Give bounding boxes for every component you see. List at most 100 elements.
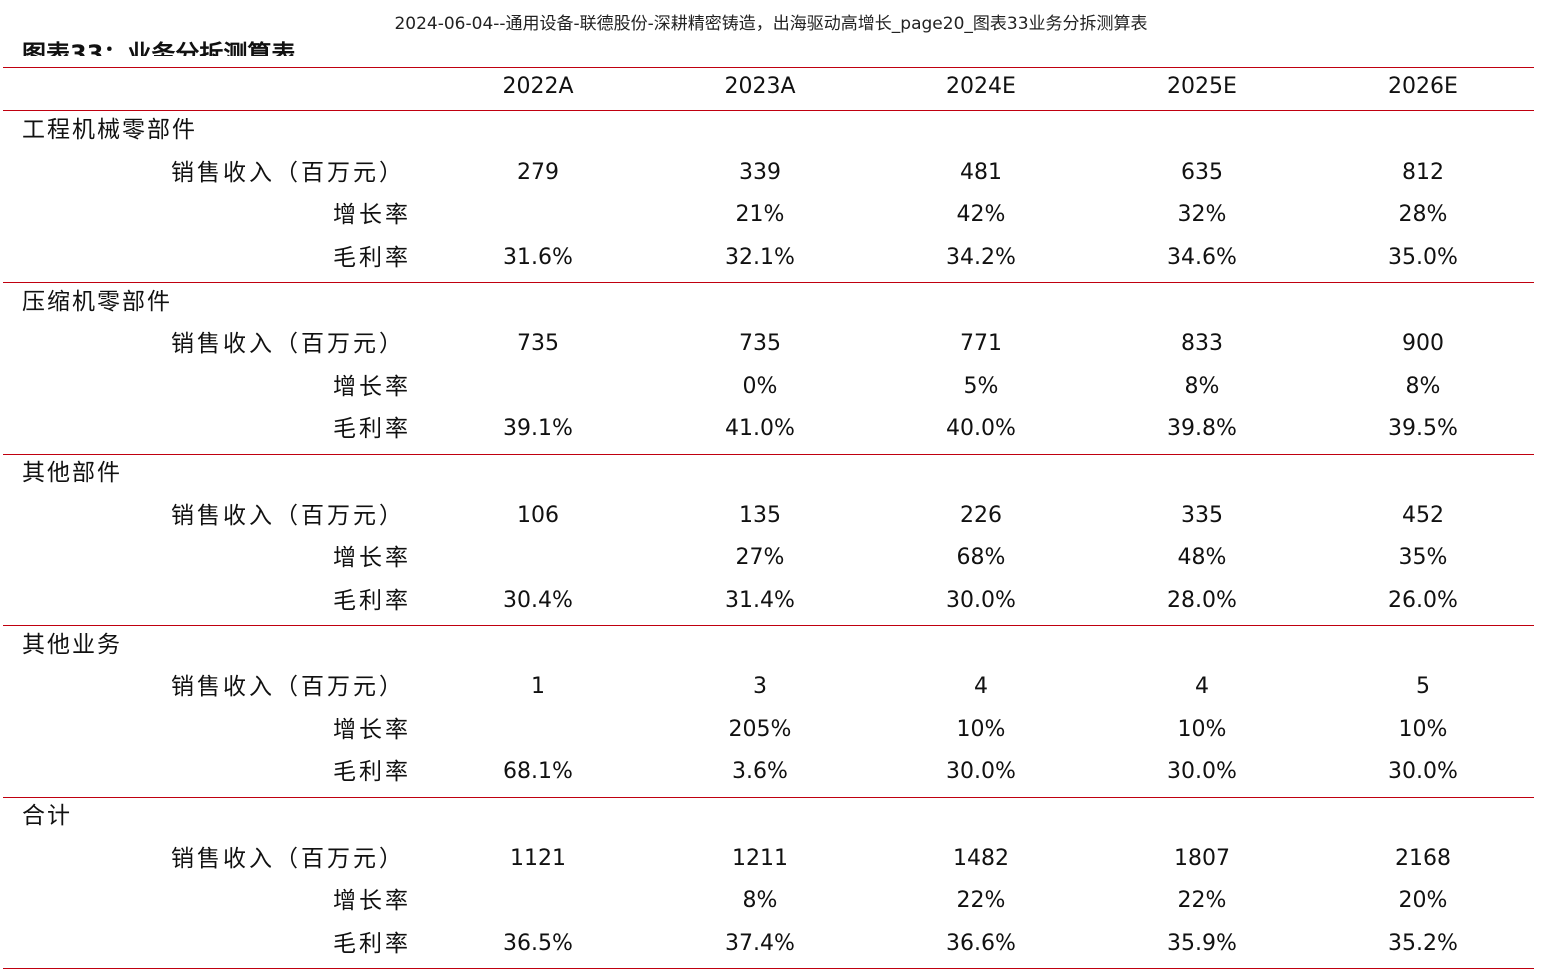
header-bottom-rule bbox=[3, 110, 1534, 111]
table-cell: 35.0% bbox=[1388, 244, 1458, 270]
table-cell: 226 bbox=[960, 502, 1002, 528]
table-cell: 34.2% bbox=[946, 244, 1016, 270]
table-cell: 35% bbox=[1398, 545, 1448, 570]
table-cell: 28% bbox=[1398, 202, 1448, 227]
table-cell: 30.4% bbox=[503, 587, 573, 613]
row-label: 销售收入（百万元） bbox=[171, 502, 405, 529]
table-cell: 30.0% bbox=[1388, 759, 1458, 784]
table-cell: 36.6% bbox=[946, 930, 1016, 956]
table-cell: 635 bbox=[1181, 159, 1223, 185]
table-cell: 279 bbox=[517, 159, 559, 185]
table-cell: 48% bbox=[1177, 545, 1227, 570]
section-title: 其他业务 bbox=[22, 631, 122, 658]
table-cell: 335 bbox=[1181, 502, 1223, 528]
table-cell: 30.0% bbox=[946, 759, 1016, 784]
table-cell: 900 bbox=[1402, 331, 1444, 356]
row-label: 增长率 bbox=[333, 545, 411, 571]
table-cell: 8% bbox=[742, 888, 778, 913]
table-cell: 205% bbox=[728, 716, 792, 742]
table-cell: 10% bbox=[1177, 716, 1227, 742]
column-header: 2026E bbox=[1388, 74, 1458, 99]
section-title: 其他部件 bbox=[22, 460, 122, 486]
column-header: 2022A bbox=[502, 74, 574, 99]
row-label: 增长率 bbox=[333, 716, 411, 743]
section-divider-rule bbox=[3, 796, 1534, 798]
column-header: 2025E bbox=[1167, 74, 1237, 99]
table-cell: 21% bbox=[735, 202, 785, 227]
section-title: 压缩机零部件 bbox=[22, 288, 172, 315]
table-cell: 735 bbox=[517, 331, 559, 356]
table-cell: 28.0% bbox=[1167, 587, 1237, 613]
table-cell: 22% bbox=[956, 888, 1006, 913]
table-cell: 32.1% bbox=[725, 244, 795, 270]
table-cell: 39.1% bbox=[503, 416, 573, 441]
table-cell: 22% bbox=[1177, 888, 1227, 913]
section-divider-rule bbox=[3, 453, 1534, 455]
table-cell: 35.2% bbox=[1388, 930, 1458, 956]
section-divider-rule bbox=[3, 625, 1534, 626]
table-cell: 812 bbox=[1402, 159, 1444, 185]
column-header: 2023A bbox=[724, 74, 796, 99]
table-cell: 31.4% bbox=[725, 587, 795, 613]
page-header: 2024-06-04--通用设备-联德股份-深耕精密铸造，出海驱动高增长_pag… bbox=[394, 14, 1148, 34]
table-cell: 0% bbox=[742, 373, 778, 399]
table-cell: 771 bbox=[960, 331, 1002, 356]
row-label: 毛利率 bbox=[333, 930, 411, 957]
table-cell: 27% bbox=[735, 545, 785, 570]
table-cell: 36.5% bbox=[503, 930, 573, 956]
table-cell: 5% bbox=[963, 373, 999, 399]
table-cell: 10% bbox=[1398, 716, 1448, 742]
table-cell: 481 bbox=[960, 159, 1002, 185]
table-cell: 68.1% bbox=[503, 759, 573, 784]
table-cell: 10% bbox=[956, 716, 1006, 742]
table-cell: 30.0% bbox=[946, 587, 1016, 613]
section-title: 工程机械零部件 bbox=[22, 117, 197, 143]
section-divider-rule bbox=[3, 282, 1534, 283]
table-cell: 40.0% bbox=[946, 416, 1016, 441]
row-label: 增长率 bbox=[333, 202, 411, 228]
table-cell: 833 bbox=[1181, 331, 1223, 356]
table-cell: 30.0% bbox=[1167, 759, 1237, 784]
table-cell: 39.8% bbox=[1167, 416, 1237, 441]
row-label: 毛利率 bbox=[333, 759, 411, 785]
row-label: 销售收入（百万元） bbox=[171, 159, 405, 186]
column-header: 2024E bbox=[946, 74, 1016, 99]
row-label: 增长率 bbox=[333, 373, 411, 400]
table-cell: 35.9% bbox=[1167, 930, 1237, 956]
table-cell: 31.6% bbox=[503, 244, 573, 270]
table-cell: 2168 bbox=[1395, 845, 1451, 871]
table-cell: 41.0% bbox=[725, 416, 795, 441]
table-cell: 735 bbox=[739, 331, 781, 356]
table-cell: 34.6% bbox=[1167, 244, 1237, 270]
table-cell: 4 bbox=[1195, 674, 1209, 699]
table-cell: 39.5% bbox=[1388, 416, 1458, 441]
table-cell: 1211 bbox=[732, 845, 788, 871]
table-cell: 3.6% bbox=[732, 759, 788, 784]
table-cell: 339 bbox=[739, 159, 781, 185]
row-label: 销售收入（百万元） bbox=[171, 845, 405, 872]
table-cell: 1807 bbox=[1174, 845, 1230, 871]
row-label: 销售收入（百万元） bbox=[171, 674, 405, 700]
row-label: 销售收入（百万元） bbox=[171, 331, 405, 357]
table-cell: 8% bbox=[1405, 373, 1441, 399]
table-cell: 4 bbox=[974, 674, 988, 699]
table-cell: 5 bbox=[1416, 674, 1430, 699]
table-cell: 32% bbox=[1177, 202, 1227, 227]
row-label: 毛利率 bbox=[333, 244, 411, 271]
table-cell: 42% bbox=[956, 202, 1006, 227]
figure-caption: 图表33：业务分拆测算表 bbox=[22, 40, 296, 56]
table-cell: 1121 bbox=[510, 845, 566, 871]
table-cell: 3 bbox=[753, 674, 767, 699]
table-cell: 1 bbox=[531, 674, 545, 699]
table-top-rule bbox=[3, 67, 1534, 68]
table-cell: 1482 bbox=[953, 845, 1009, 871]
section-divider-rule bbox=[3, 968, 1534, 969]
section-title: 合计 bbox=[22, 803, 72, 829]
table-cell: 26.0% bbox=[1388, 587, 1458, 613]
row-label: 毛利率 bbox=[333, 587, 411, 614]
table-cell: 20% bbox=[1398, 888, 1448, 913]
table-cell: 68% bbox=[956, 545, 1006, 570]
table-cell: 37.4% bbox=[725, 930, 795, 956]
table-cell: 106 bbox=[517, 502, 559, 528]
table-cell: 135 bbox=[739, 502, 781, 528]
